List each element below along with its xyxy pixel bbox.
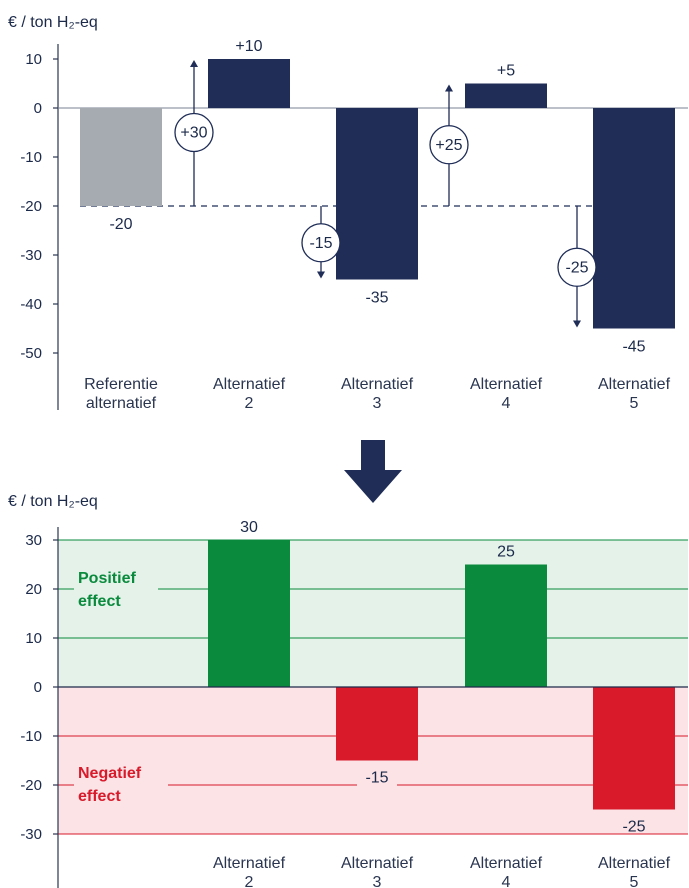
label-background [357, 767, 397, 788]
x-category-label: Alternatief [470, 376, 543, 393]
bar-value-label: 25 [497, 544, 515, 561]
y-tick-label: -30 [20, 826, 42, 843]
difference-label: +30 [180, 125, 207, 142]
difference-arrow-head [190, 60, 198, 67]
bar-value-label: -25 [622, 819, 645, 836]
x-category-label: Alternatief [213, 376, 286, 393]
x-category-label: 2 [245, 874, 254, 888]
x-category-label: 2 [245, 395, 254, 412]
y-tick-label: 10 [25, 630, 42, 647]
positive-effect-label: Positief [78, 570, 136, 587]
label-background [490, 542, 522, 561]
band-label-background [74, 760, 168, 810]
x-category-label: 4 [502, 395, 511, 412]
difference-arrow-head [445, 84, 453, 92]
bar-1 [80, 108, 162, 206]
y-axis-unit-label: € / ton H₂-eq [8, 493, 98, 510]
x-category-label: 3 [373, 395, 382, 412]
y-tick-label: 0 [34, 679, 42, 696]
bar-value-label: -20 [109, 216, 132, 233]
y-tick-label: -10 [20, 728, 42, 745]
down-arrow-icon [344, 440, 402, 503]
x-category-label: Alternatief [341, 376, 414, 393]
difference-arrow-head [317, 271, 325, 279]
y-tick-label: 30 [25, 532, 42, 549]
difference-circle [301, 223, 341, 263]
y-tick-label: -50 [20, 345, 42, 362]
bar-4 [465, 83, 547, 108]
difference-label: -15 [309, 235, 332, 252]
x-category-label: Alternatief [470, 855, 543, 872]
effect-bar-4 [465, 564, 547, 687]
x-category-label: Alternatief [341, 855, 414, 872]
difference-circle [429, 125, 469, 165]
x-category-label: Alternatief [598, 376, 671, 393]
difference-circle [557, 247, 597, 287]
effect-bar-3 [336, 687, 418, 761]
x-category-label: 5 [630, 395, 639, 412]
band-label-background [74, 565, 158, 615]
bar-value-label: -45 [622, 339, 645, 356]
positive-effect-label: effect [78, 593, 121, 610]
x-category-label: alternatief [86, 395, 157, 412]
y-tick-label: -20 [20, 777, 42, 794]
x-category-label: 3 [373, 874, 382, 888]
y-tick-label: -10 [20, 149, 42, 166]
y-tick-label: 0 [34, 100, 42, 117]
bar-value-label: 30 [240, 519, 258, 536]
x-category-label: Referentie [84, 376, 158, 393]
bar-value-label: -35 [365, 290, 388, 307]
bar-value-label: +5 [497, 63, 515, 80]
y-tick-label: -20 [20, 198, 42, 215]
x-category-label: Alternatief [213, 855, 286, 872]
bar-value-label: +10 [235, 38, 262, 55]
positive-effect-band [58, 540, 688, 687]
difference-label: +25 [435, 137, 462, 154]
difference-label: -25 [565, 259, 588, 276]
effect-bar-5 [593, 687, 675, 810]
difference-arrow-head [573, 320, 581, 328]
x-category-label: 5 [630, 874, 639, 888]
x-category-label: Alternatief [598, 855, 671, 872]
negative-effect-label: effect [78, 788, 121, 805]
bar-value-label: -15 [365, 770, 388, 787]
bar-2 [208, 59, 290, 108]
y-tick-label: 20 [25, 581, 42, 598]
bar-3 [336, 108, 418, 280]
y-tick-label: -30 [20, 247, 42, 264]
y-tick-label: 10 [25, 51, 42, 68]
x-category-label: 4 [502, 874, 511, 888]
negative-effect-label: Negatief [78, 765, 142, 782]
bar-5 [593, 108, 675, 329]
y-axis-unit-label: € / ton H₂-eq [8, 14, 98, 31]
y-tick-label: -40 [20, 296, 42, 313]
effect-bar-2 [208, 540, 290, 687]
difference-circle [174, 112, 214, 153]
